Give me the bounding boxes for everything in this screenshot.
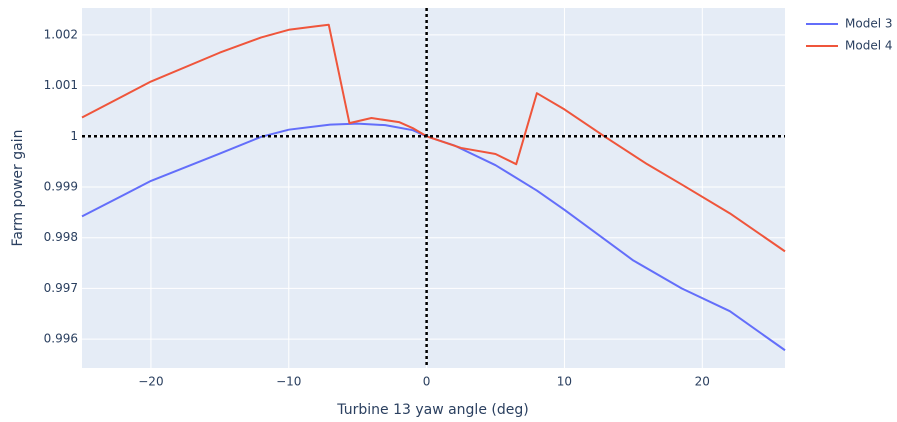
legend-label: Model 3 xyxy=(845,17,892,31)
y-tick-label: 0.999 xyxy=(44,179,78,193)
lines xyxy=(81,8,786,368)
y-tick-label: 1 xyxy=(70,129,78,143)
labels: −20 −10 0 10 20 0.996 0.997 0.998 0.999 1 1.001 1.0… xyxy=(44,27,710,388)
x-tick-label: −20 xyxy=(138,375,163,389)
y-axis-title: Farm power gain xyxy=(10,130,26,247)
series-line xyxy=(81,23,786,253)
plot-background xyxy=(82,8,785,368)
legend-item[interactable]: Model 3 xyxy=(806,17,892,31)
x-tick-label: 20 xyxy=(695,375,710,389)
y-tick-label: 1.002 xyxy=(44,27,78,41)
x-tick-label: 10 xyxy=(557,375,572,389)
y-tick-label: 0.997 xyxy=(44,281,78,295)
legend-item[interactable]: Model 4 xyxy=(806,39,892,53)
y-tick-label: 0.998 xyxy=(44,230,78,244)
x-tick-label: 0 xyxy=(423,375,431,389)
y-tick-label: 1.001 xyxy=(44,78,78,92)
legend-label: Model 4 xyxy=(845,39,892,53)
x-axis-title: Turbine 13 yaw angle (deg) xyxy=(336,402,528,418)
y-tick-label: 0.996 xyxy=(44,332,78,346)
x-tick-label: −10 xyxy=(276,375,301,389)
